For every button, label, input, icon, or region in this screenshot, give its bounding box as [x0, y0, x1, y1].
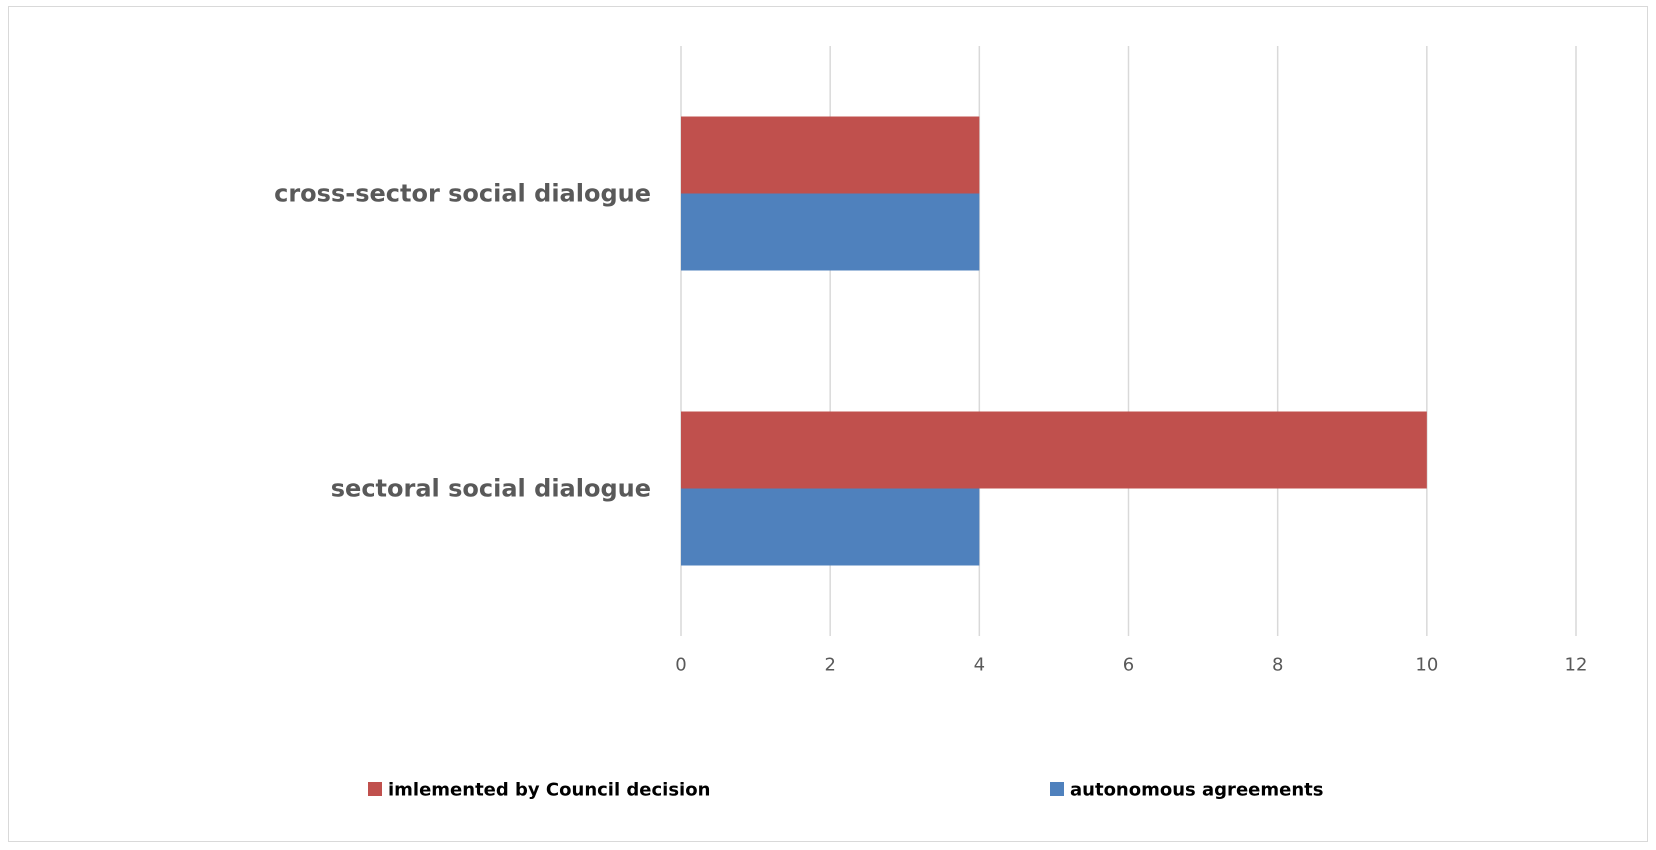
x-tick-label: 10 — [1415, 655, 1438, 676]
bar — [681, 116, 980, 194]
legend-label: autonomous agreements — [1070, 780, 1323, 801]
bar — [681, 411, 1427, 489]
legend-swatch — [368, 782, 382, 796]
legend: imlemented by Council decision autonomous… — [368, 780, 1323, 801]
category-label: cross-sector social dialogue — [274, 180, 651, 208]
x-tick-label: 12 — [1565, 655, 1588, 676]
x-tick-label: 2 — [824, 655, 835, 676]
bars — [681, 116, 1427, 566]
x-tick-label: 8 — [1272, 655, 1283, 676]
category-labels: cross-sector social dialogue sectoral soc… — [274, 180, 651, 503]
x-tick-label: 0 — [675, 655, 686, 676]
legend-swatch — [1050, 782, 1064, 796]
legend-label: imlemented by Council decision — [388, 780, 710, 801]
x-tick-label: 6 — [1123, 655, 1134, 676]
category-label: sectoral social dialogue — [331, 475, 651, 503]
bar — [681, 193, 980, 271]
x-tick-label: 4 — [974, 655, 985, 676]
bar — [681, 488, 980, 566]
x-axis-ticks: 0 2 4 6 8 10 12 — [675, 655, 1587, 676]
